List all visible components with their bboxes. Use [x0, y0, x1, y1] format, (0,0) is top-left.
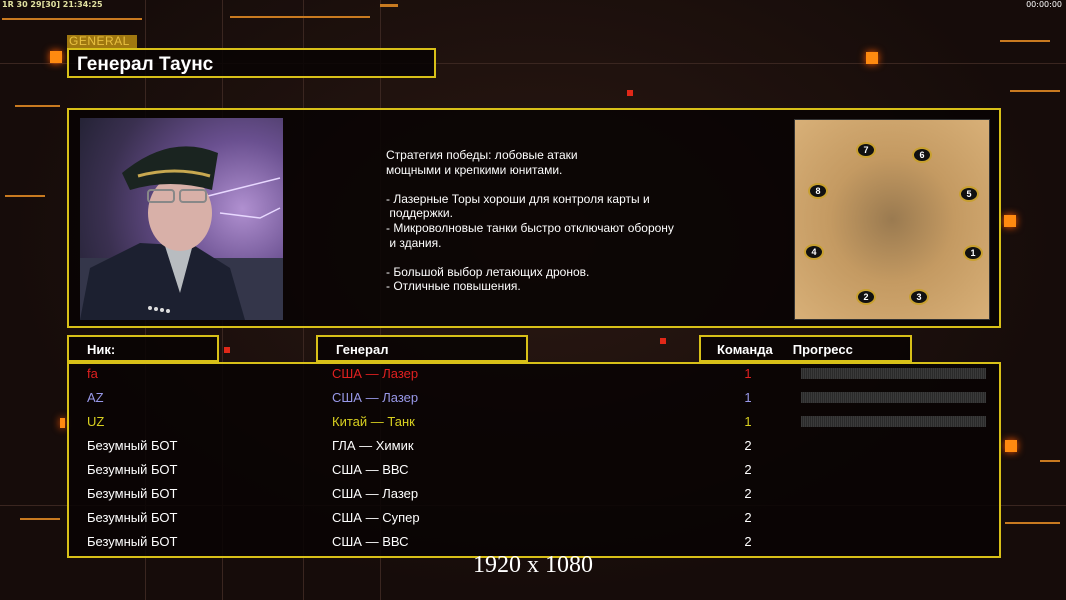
- column-header-team: Команда: [717, 342, 773, 357]
- progress-bar: [801, 392, 986, 403]
- start-position[interactable]: 8: [808, 183, 828, 199]
- general-title: Генерал Таунс: [67, 48, 436, 78]
- player-row[interactable]: fa США — Лазер 1: [69, 363, 999, 387]
- player-team[interactable]: 2: [744, 462, 752, 477]
- start-position[interactable]: 6: [912, 147, 932, 163]
- player-general[interactable]: ГЛА — Химик: [332, 438, 414, 453]
- start-position[interactable]: 2: [856, 289, 876, 305]
- player-team[interactable]: 2: [744, 534, 752, 549]
- player-general[interactable]: Китай — Танк: [332, 414, 415, 429]
- player-row[interactable]: Безумный БОТ США — Супер 2: [69, 507, 999, 531]
- player-team[interactable]: 1: [744, 390, 752, 405]
- general-portrait: [80, 118, 283, 320]
- player-nick: UZ: [87, 414, 105, 429]
- progress-bar: [801, 368, 986, 379]
- start-position[interactable]: 5: [959, 186, 979, 202]
- general-description: Стратегия победы: лобовые атаки мощными …: [386, 148, 674, 294]
- minimap[interactable]: 1 2 3 4 5 6 7 8: [794, 119, 990, 320]
- player-general[interactable]: США — ВВС: [332, 462, 409, 477]
- player-nick: AZ: [87, 390, 104, 405]
- column-header-progress: Прогресс: [792, 342, 853, 357]
- player-row[interactable]: UZ Китай — Танк 1: [69, 411, 999, 435]
- column-header-team-progress: Команда Прогресс: [699, 335, 912, 362]
- player-team[interactable]: 2: [744, 510, 752, 525]
- start-position[interactable]: 1: [963, 245, 983, 261]
- section-tag: GENERAL: [67, 35, 137, 48]
- player-row[interactable]: Безумный БОТ ГЛА — Химик 2: [69, 435, 999, 459]
- column-header-nick: Ник:: [67, 335, 219, 362]
- player-nick: Безумный БОТ: [87, 486, 178, 501]
- progress-bar: [801, 416, 986, 427]
- player-nick: Безумный БОТ: [87, 534, 178, 549]
- status-fps-time: 1R 30 29[30] 21:34:25: [2, 0, 103, 9]
- player-row[interactable]: Безумный БОТ США — Лазер 2: [69, 483, 999, 507]
- player-general[interactable]: США — Лазер: [332, 486, 419, 501]
- player-row[interactable]: Безумный БОТ США — ВВС 2: [69, 459, 999, 483]
- player-nick: Безумный БОТ: [87, 462, 178, 477]
- player-nick: fa: [87, 366, 98, 381]
- resolution-label: 1920 x 1080: [473, 552, 593, 578]
- player-team[interactable]: 2: [744, 486, 752, 501]
- player-team[interactable]: 1: [744, 366, 752, 381]
- player-nick: Безумный БОТ: [87, 510, 178, 525]
- start-position[interactable]: 4: [804, 244, 824, 260]
- player-general[interactable]: США — Супер: [332, 510, 420, 525]
- column-header-general: Генерал: [316, 335, 528, 362]
- player-row[interactable]: AZ США — Лазер 1: [69, 387, 999, 411]
- player-team[interactable]: 1: [744, 414, 752, 429]
- game-clock: 00:00:00: [1026, 0, 1062, 9]
- player-nick: Безумный БОТ: [87, 438, 178, 453]
- start-position[interactable]: 7: [856, 142, 876, 158]
- player-row[interactable]: Безумный БОТ США — ВВС 2: [69, 531, 999, 555]
- start-position[interactable]: 3: [909, 289, 929, 305]
- player-general[interactable]: США — Лазер: [332, 366, 419, 381]
- player-general[interactable]: США — Лазер: [332, 390, 419, 405]
- player-general[interactable]: США — ВВС: [332, 534, 409, 549]
- player-team[interactable]: 2: [744, 438, 752, 453]
